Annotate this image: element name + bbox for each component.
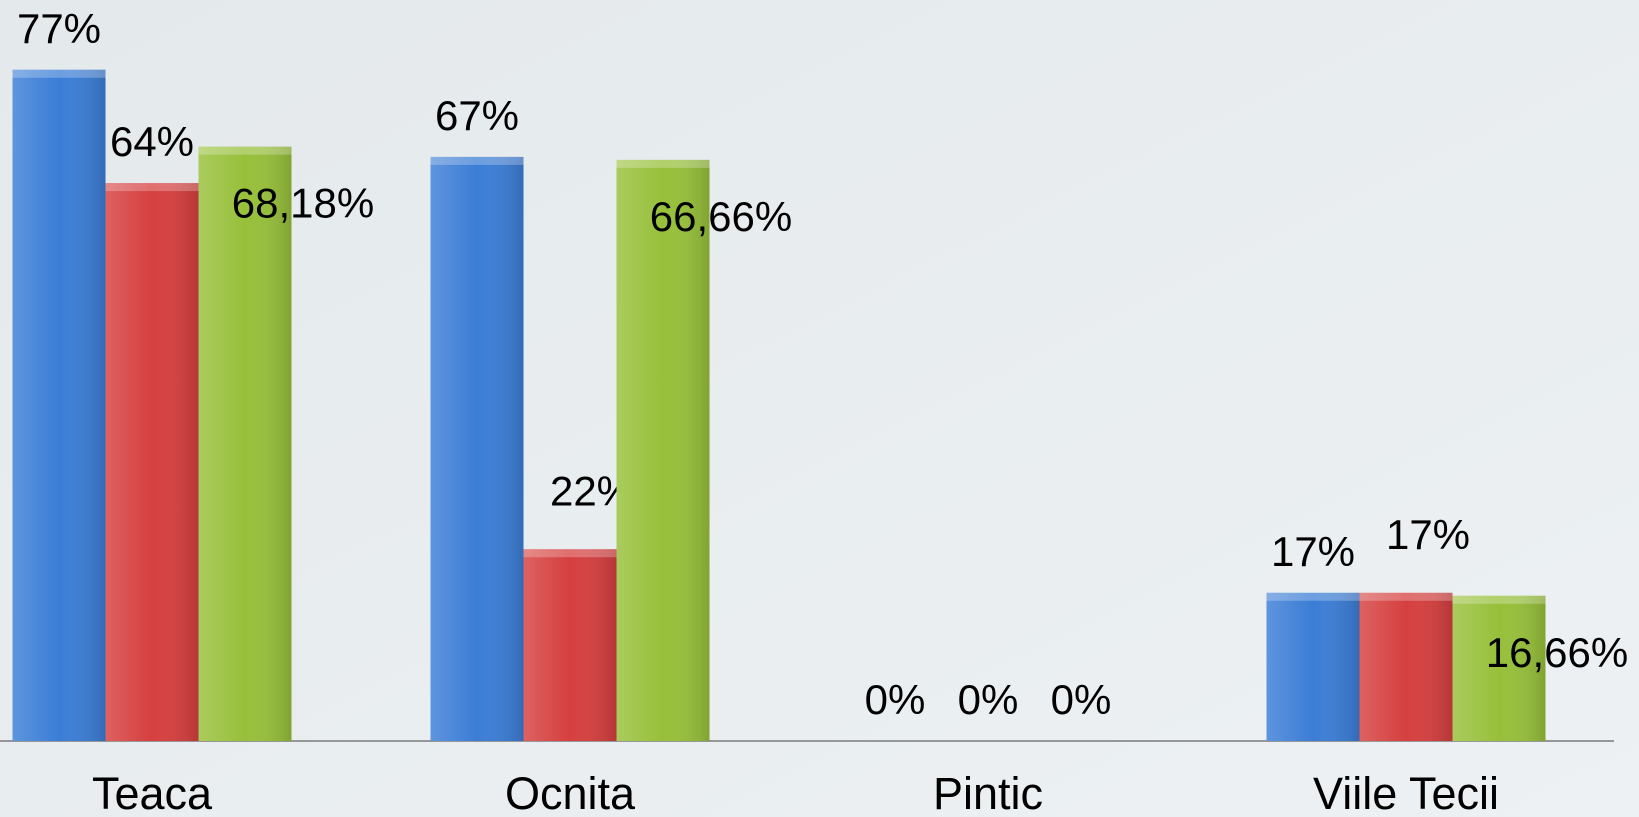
- bar-cap: [198, 146, 292, 155]
- data-label: 17%: [1271, 528, 1355, 575]
- bar-shade: [12, 69, 106, 742]
- bar-cap: [523, 549, 617, 558]
- x-tick-label: Ocnita: [505, 768, 636, 817]
- data-label: 66,66%: [650, 193, 792, 240]
- bar-cap: [105, 183, 199, 192]
- bar-cap: [1266, 592, 1360, 601]
- bar-cap: [430, 156, 524, 165]
- bar-shade: [105, 183, 199, 742]
- x-tick-label: Pintic: [933, 768, 1043, 817]
- bar-cap: [1452, 595, 1546, 604]
- data-label: 0%: [1051, 676, 1112, 723]
- bar-shade: [1359, 592, 1453, 741]
- data-label: 77%: [17, 5, 101, 52]
- bar-shade: [1452, 595, 1546, 741]
- bar-shade: [1266, 592, 1360, 741]
- bar-shade: [616, 159, 710, 741]
- x-tick-label: Teaca: [92, 768, 213, 817]
- data-label: 68,18%: [232, 180, 374, 227]
- data-label: 64%: [110, 118, 194, 165]
- data-label: 0%: [958, 676, 1019, 723]
- data-label: 67%: [435, 92, 519, 139]
- data-label: 16,66%: [1486, 629, 1628, 676]
- data-label: 0%: [865, 676, 926, 723]
- bar-shade: [198, 146, 292, 741]
- bar-shade: [430, 156, 524, 741]
- x-tick-label: Viile Tecii: [1313, 768, 1499, 817]
- bar-cap: [616, 159, 710, 168]
- bar-cap: [1359, 592, 1453, 601]
- bar-shade: [523, 549, 617, 741]
- bar-cap: [12, 69, 106, 78]
- data-label: 17%: [1386, 511, 1470, 558]
